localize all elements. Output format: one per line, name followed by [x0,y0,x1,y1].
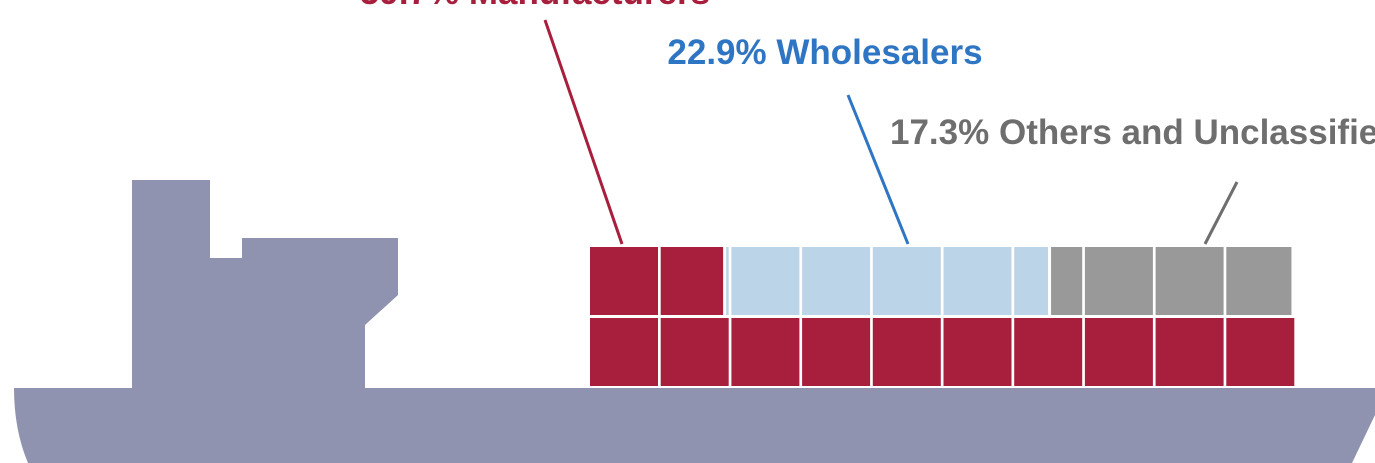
series-label: 59.7% Manufacturers [360,0,710,12]
container [1226,247,1292,315]
container [1014,247,1049,315]
container [802,247,871,315]
container [1226,318,1295,386]
series-label: 17.3% Others and Unclassified [890,113,1375,152]
series-name: Wholesalers [776,33,982,72]
value-label: 59.7% [360,0,459,12]
container [1084,247,1153,315]
leader-line [846,94,910,245]
container [726,247,729,315]
value-label: 22.9% [667,33,766,72]
value-label: 17.3% [890,113,989,152]
container [660,318,729,386]
container [943,318,1012,386]
container [660,247,724,315]
series-name: Others and Unclassified [999,113,1375,152]
container [802,318,871,386]
container [872,318,941,386]
container [590,318,658,386]
container [943,247,1012,315]
container [1155,318,1224,386]
container [731,247,800,315]
leader-line [1203,181,1239,245]
container [1014,318,1083,386]
container [590,247,658,315]
ship-superstructure [132,180,398,390]
container [872,247,941,315]
container [731,318,800,386]
leader-line [543,19,624,245]
container [1051,247,1083,315]
series-label: 22.9% Wholesalers [667,33,982,72]
container [1155,247,1224,315]
series-name: Manufacturers [469,0,710,12]
ship-hull [14,388,1375,463]
container [1084,318,1153,386]
